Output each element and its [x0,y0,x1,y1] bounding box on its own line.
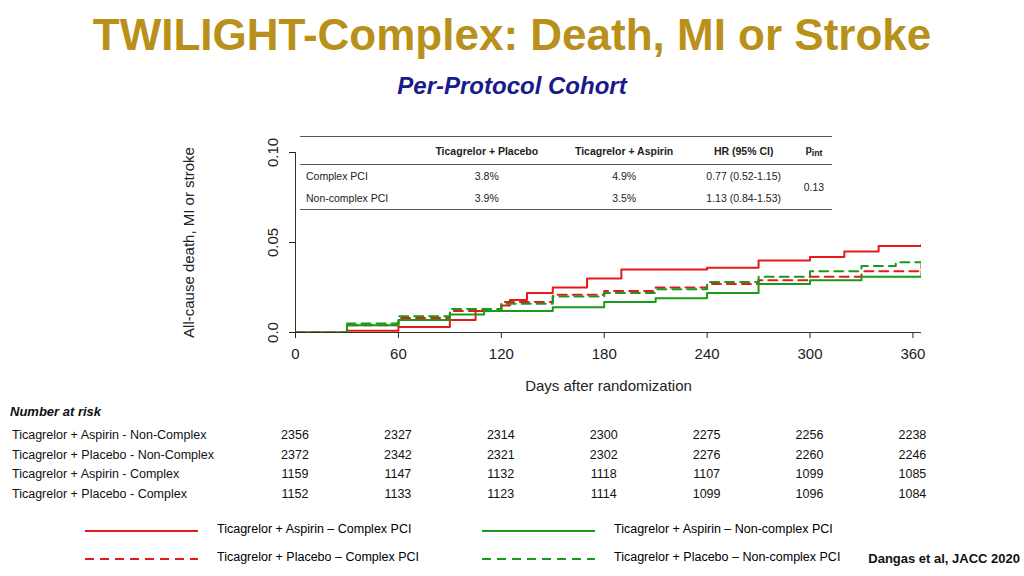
html-text:3.5%: 3.5% [612,192,637,205]
html-text:1.13 (0.84-1.53): 1.13 (0.84-1.53) [706,192,781,205]
html-text:Ticagrelor + Placebo - Complex: Ticagrelor + Placebo - Complex [12,486,187,501]
svg-text:360: 360 [900,345,925,362]
html-text:2238: 2238 [898,428,927,442]
html-text:1099: 1099 [692,486,721,501]
svg-text:180: 180 [592,345,617,362]
html-text:2260: 2260 [795,447,824,462]
html-text:4.9%: 4.9% [612,170,637,183]
html-text:Ticagrelor + Aspirin - Non-Com: Ticagrelor + Aspirin - Non-Complex [12,428,207,442]
html-text:pint: pint [805,143,823,159]
html-text:Ticagrelor + Aspirin – Non-com: Ticagrelor + Aspirin – Non-complex PCI [614,522,833,536]
html-text:2300: 2300 [589,428,618,442]
html-text:2276: 2276 [692,447,721,462]
html-text:1152: 1152 [281,486,309,501]
html-text:Number at risk: Number at risk [10,404,101,419]
svg-text:300: 300 [798,345,823,362]
html-text:2275: 2275 [692,428,721,442]
html-text:Ticagrelor + Aspirin - Complex: Ticagrelor + Aspirin - Complex [12,467,180,481]
html-text:2314: 2314 [486,428,515,442]
html-text:2372: 2372 [281,447,309,462]
html-text:1085: 1085 [898,467,927,481]
html-text:3.9%: 3.9% [474,192,499,205]
html-text:2356: 2356 [281,428,309,442]
html-text:Ticagrelor + Placebo - Non-Com: Ticagrelor + Placebo - Non-Complex [12,447,215,462]
svg-text:60: 60 [390,345,407,362]
html-text:Complex PCI: Complex PCI [306,170,368,183]
html-text:1132: 1132 [487,467,515,481]
html-text:2327: 2327 [384,428,412,442]
svg-text:Days after randomization: Days after randomization [525,377,692,394]
html-text:1107: 1107 [693,467,720,481]
html-text:TWILIGHT-Complex: Death, MI or: TWILIGHT-Complex: Death, MI or Stroke [92,10,932,59]
html-text:Non-complex PCI: Non-complex PCI [306,192,389,205]
html-text:2342: 2342 [384,447,412,462]
svg-text:All-cause death, MI or stroke: All-cause death, MI or stroke [180,147,197,338]
html-text:HR (95% CI): HR (95% CI) [713,144,774,157]
html-text:Ticagrelor + Placebo: Ticagrelor + Placebo [435,144,539,157]
html-text:1099: 1099 [795,467,824,481]
html-text:1159: 1159 [281,467,309,481]
html-text:2256: 2256 [795,428,824,442]
html-text:2302: 2302 [589,447,618,462]
html-text:1147: 1147 [384,467,412,481]
html-text:Ticagrelor + Aspirin: Ticagrelor + Aspirin [575,144,674,157]
svg-text:0: 0 [291,345,299,362]
svg-text:240: 240 [695,345,720,362]
html-text:3.8%: 3.8% [474,170,499,183]
html-text:1084: 1084 [898,486,927,501]
html-text:2321: 2321 [486,447,515,462]
html-text:2246: 2246 [898,447,927,462]
html-text:1114: 1114 [590,486,617,501]
svg-text:120: 120 [489,345,514,362]
html-text:1118: 1118 [590,467,617,481]
html-text:1123: 1123 [487,486,515,501]
svg-text:0.10: 0.10 [264,138,281,167]
html-text:Per-Protocol Cohort: Per-Protocol Cohort [397,72,627,99]
html-text:Ticagrelor + Placebo – Non-com: Ticagrelor + Placebo – Non-complex PCI [614,550,841,564]
html-text:1133: 1133 [384,486,412,501]
html-text:0.77 (0.52-1.15): 0.77 (0.52-1.15) [706,170,781,183]
html-text:Dangas et al, JACC 2020: Dangas et al, JACC 2020 [868,551,1020,566]
html-text:Ticagrelor + Aspirin – Complex: Ticagrelor + Aspirin – Complex PCI [217,522,412,536]
svg-text:0.0: 0.0 [264,322,281,343]
html-text:1096: 1096 [795,486,824,501]
svg-text:0.05: 0.05 [264,228,281,257]
html-text:0.13: 0.13 [803,181,825,194]
html-text:Ticagrelor + Placebo – Complex: Ticagrelor + Placebo – Complex PCI [217,550,420,564]
